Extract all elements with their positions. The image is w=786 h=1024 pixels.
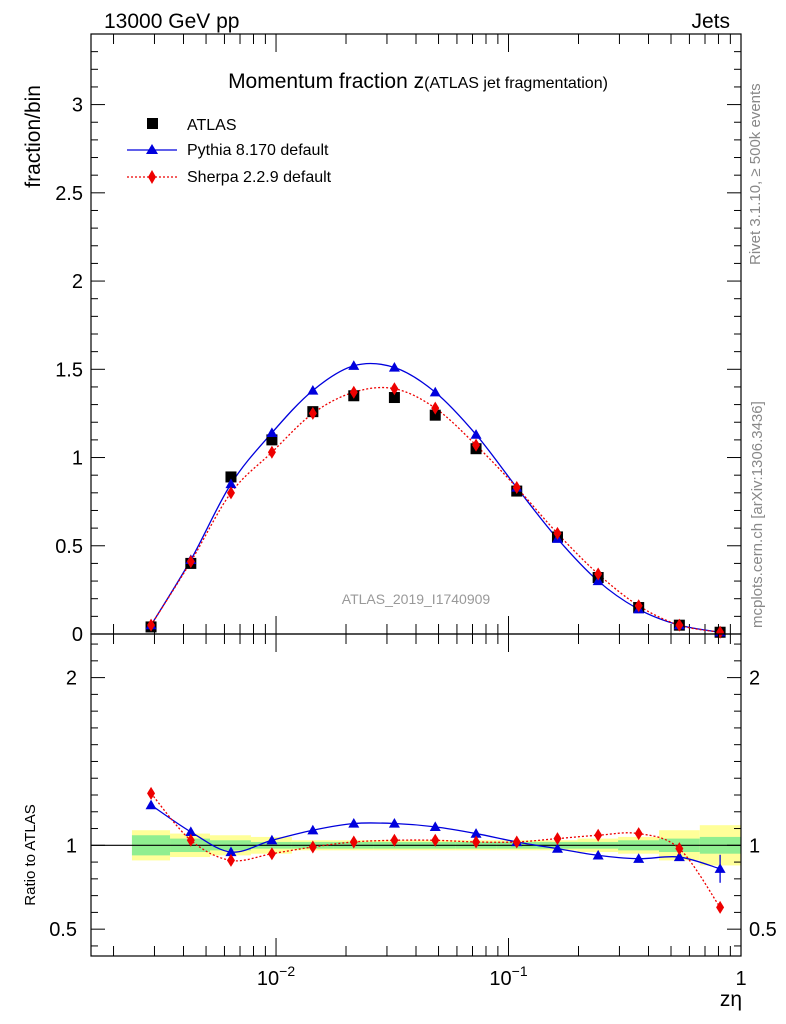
sherpa-ratio-point xyxy=(594,828,603,842)
ratio-y-tick-label-right: 1 xyxy=(749,835,760,857)
ratio-panel: Ratio to ATLAS zη 0.5 0.5 1 1 2 2 10−2 10−1 1 xyxy=(22,633,777,1011)
header-right: Jets xyxy=(691,10,730,33)
main-y-tick-label: 2.5 xyxy=(55,183,83,205)
main-y-tick-label: 2 xyxy=(72,271,83,293)
legend-sherpa-label: Sherpa 2.2.9 default xyxy=(187,169,332,186)
ratio-y-tick-label: 1 xyxy=(66,835,77,857)
ratio-y-tick-label-right: 0.5 xyxy=(749,919,777,941)
legend-pythia-label: Pythia 8.170 default xyxy=(187,142,329,159)
sherpa-point xyxy=(431,401,440,415)
sherpa-point xyxy=(675,618,684,632)
sherpa-point xyxy=(472,438,481,452)
ratio-y-tick-label: 0.5 xyxy=(49,919,77,941)
legend: ATLAS Pythia 8.170 default Sherpa 2.2.9 … xyxy=(127,117,332,186)
sherpa-ratio-point xyxy=(512,835,521,849)
main-series-markers xyxy=(145,360,726,639)
sherpa-ratio-point xyxy=(634,827,643,841)
pythia-point xyxy=(348,360,360,370)
legend-atlas-marker xyxy=(147,118,158,129)
ratio-y-axis-label: Ratio to ATLAS xyxy=(22,804,39,905)
header-left: 13000 GeV pp xyxy=(104,10,239,33)
sherpa-ratio-point xyxy=(267,847,276,861)
pythia-point xyxy=(388,362,400,372)
pythia-ratio-point xyxy=(673,851,685,862)
x-tick-label: 10−2 xyxy=(257,963,295,990)
chart-title-sub: (ATLAS jet fragmentation) xyxy=(424,75,608,92)
sherpa-point xyxy=(594,567,603,581)
pythia-point xyxy=(266,427,278,437)
atlas-point xyxy=(266,434,278,446)
sherpa-ratio-point xyxy=(349,835,358,849)
rivet-label: Rivet 3.1.10, ≥ 500k events xyxy=(747,83,764,265)
sherpa-ratio-point xyxy=(186,833,195,847)
ratio-series-markers xyxy=(145,786,726,914)
analysis-tag: ATLAS_2019_I1740909 xyxy=(342,591,491,607)
ratio-plot-frame xyxy=(90,633,742,957)
main-y-axis-label: fraction/bin xyxy=(22,85,45,188)
pythia-ratio-point xyxy=(307,824,319,835)
atlas-point xyxy=(225,471,237,483)
pythia-point xyxy=(470,429,482,439)
main-y-tick-label: 0 xyxy=(72,624,83,646)
main-panel: fraction/bin Momentum fraction z(ATLAS j… xyxy=(22,33,742,646)
legend-sherpa-marker xyxy=(148,170,156,184)
main-y-tick-label: 1 xyxy=(72,448,83,470)
main-y-tick-label: 1.5 xyxy=(55,359,83,381)
pythia-ratio-point xyxy=(388,818,400,828)
pythia-point xyxy=(225,478,237,489)
mcplots-label: mcplots.cern.ch [arXiv:1306.3436] xyxy=(749,401,766,628)
sherpa-point xyxy=(186,555,195,569)
sherpa-ratio-point xyxy=(675,842,684,856)
sherpa-point xyxy=(634,599,643,613)
chart-title-main: Momentum fraction z xyxy=(228,70,424,93)
sherpa-point xyxy=(308,406,317,420)
x-tick-label: 10−1 xyxy=(489,963,527,990)
sherpa-ratio-point xyxy=(226,853,235,867)
sherpa-point xyxy=(226,486,235,500)
sherpa-ratio-point xyxy=(390,833,399,847)
sherpa-ratio-point xyxy=(716,900,725,914)
pythia-ratio-point xyxy=(551,843,563,853)
ratio-y-tick-label: 2 xyxy=(66,668,77,690)
x-tick-label: 1 xyxy=(735,968,746,990)
sherpa-ratio-point xyxy=(553,832,562,846)
legend-pythia-marker xyxy=(146,144,158,154)
pythia-ratio-point xyxy=(266,834,278,845)
sherpa-point xyxy=(147,618,156,632)
ratio-y-tick-label-right: 2 xyxy=(749,668,760,690)
ratio-axis-ticks: 0.5 0.5 1 1 2 2 10−2 10−1 1 xyxy=(49,634,777,990)
main-axis-ticks: 0 0.5 1 1.5 2 2.5 3 xyxy=(55,33,742,646)
sherpa-ratio-point xyxy=(472,835,481,849)
sherpa-point xyxy=(390,382,399,396)
x-axis-label: zη xyxy=(720,988,742,1011)
sherpa-ratio-point xyxy=(431,833,440,847)
sherpa-ratio-point xyxy=(308,840,317,854)
sherpa-point xyxy=(349,385,358,399)
pythia-point xyxy=(307,384,319,395)
pythia-ratio-point xyxy=(470,828,482,838)
pythia-ratio-point xyxy=(592,849,604,860)
pythia-ratio-point xyxy=(429,821,441,831)
legend-atlas-label: ATLAS xyxy=(187,117,237,134)
sherpa-point xyxy=(553,526,562,540)
pythia-ratio-point xyxy=(348,818,360,828)
pythia-ratio-point xyxy=(185,826,197,837)
sherpa-point xyxy=(267,445,276,459)
atlas-point xyxy=(388,392,400,404)
pythia-ratio-point xyxy=(145,799,157,810)
sherpa-ratio-point xyxy=(147,786,156,800)
main-y-tick-label: 3 xyxy=(72,95,83,117)
sherpa-point xyxy=(512,481,521,495)
main-y-tick-label: 0.5 xyxy=(55,536,83,558)
pythia-ratio-point xyxy=(633,853,645,863)
pythia-point xyxy=(429,386,441,397)
pythia-ratio-point xyxy=(225,846,237,857)
atlas-point xyxy=(429,409,441,421)
chart-title: Momentum fraction z(ATLAS jet fragmentat… xyxy=(228,70,608,93)
